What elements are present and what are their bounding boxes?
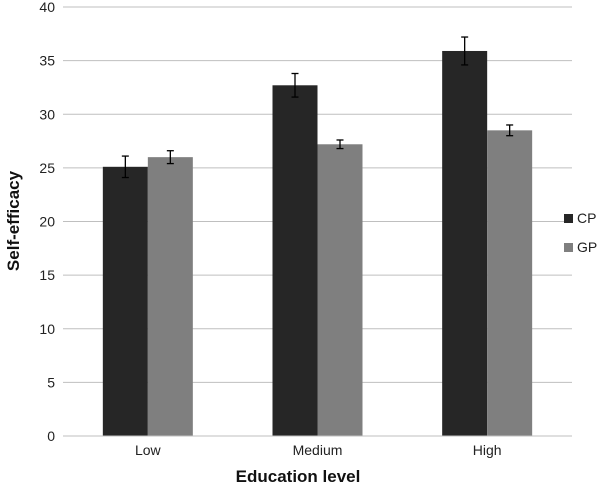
legend-label-cp: CP	[577, 210, 596, 226]
x-tick-label: Low	[135, 442, 162, 458]
bar-gp	[317, 144, 363, 436]
bar-cp	[102, 166, 148, 437]
y-tick-label: 30	[39, 106, 55, 122]
legend-swatch-gp	[564, 243, 573, 252]
bar-gp	[487, 130, 533, 436]
bar-cp	[272, 85, 318, 436]
x-axis-title: Education level	[236, 467, 361, 486]
error-bars	[121, 36, 514, 179]
y-tick-label: 40	[39, 0, 55, 15]
legend-swatch-cp	[564, 214, 573, 223]
y-tick-label: 0	[47, 428, 55, 444]
bar-cp	[442, 50, 488, 436]
x-tick-labels: Low Medium High	[135, 442, 502, 458]
y-tick-label: 15	[39, 267, 55, 283]
bar-gp	[147, 157, 193, 436]
y-tick-label: 25	[39, 160, 55, 176]
y-tick-label: 35	[39, 53, 55, 69]
y-tick-label: 20	[39, 214, 55, 230]
y-tick-labels: 0 5 10 15 20 25 30 35 40	[39, 0, 55, 444]
x-tick-label: High	[473, 442, 502, 458]
y-tick-label: 10	[39, 321, 55, 337]
x-tick-label: Medium	[293, 442, 343, 458]
bars	[102, 50, 533, 437]
legend: CP GP	[564, 210, 597, 255]
y-tick-label: 5	[47, 374, 55, 390]
y-axis-title: Self-efficacy	[4, 170, 23, 271]
legend-label-gp: GP	[577, 239, 597, 255]
